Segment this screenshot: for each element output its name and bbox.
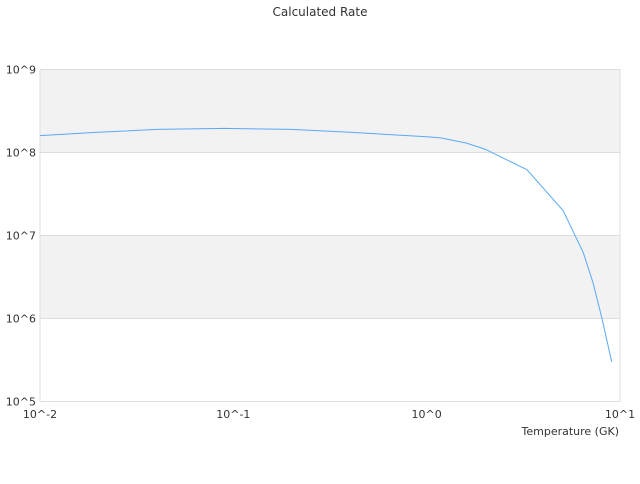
plot-band	[40, 235, 620, 319]
y-axis-ticks: 10^5 10^6 10^7 10^8 10^9	[6, 64, 36, 409]
x-tick-label: 10^0	[412, 408, 442, 421]
plot-band	[40, 69, 620, 153]
y-tick-label: 10^5	[6, 396, 36, 409]
x-tick-label: 10^-2	[23, 408, 57, 421]
plot-band	[40, 152, 620, 236]
x-tick-label: 10^-1	[216, 408, 250, 421]
gridlines	[39, 69, 621, 402]
x-tick-label: 10^1	[605, 408, 635, 421]
y-tick-label: 10^9	[6, 64, 36, 77]
y-tick-label: 10^7	[6, 230, 36, 243]
x-axis-label: Temperature (GK)	[521, 425, 620, 438]
x-axis-ticks: 10^-2 10^-1 10^0 10^1	[23, 408, 635, 421]
series-group	[39, 127, 613, 363]
chart-title: Calculated Rate	[273, 5, 368, 19]
rate-line	[39, 127, 613, 363]
y-tick-label: 10^6	[6, 313, 36, 326]
plot-background	[40, 69, 620, 402]
y-tick-label: 10^8	[6, 147, 36, 160]
plot-band	[40, 318, 620, 402]
